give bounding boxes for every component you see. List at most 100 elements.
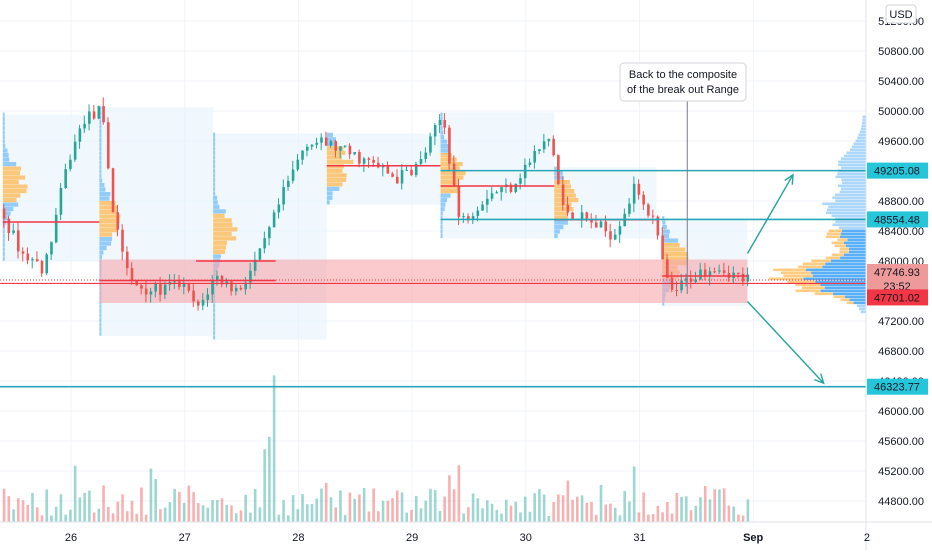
volume-bar [689,510,693,522]
profile-bar [213,213,225,218]
profile-bar [2,162,17,167]
profile-bar [326,195,333,200]
volume-bar [197,503,200,522]
profile-bar [2,184,28,189]
volume-bar [599,484,603,522]
currency-badge[interactable]: USD [885,4,917,24]
candle-body [140,285,143,289]
volume-bar [628,501,631,522]
volume-bar [107,506,110,522]
candle-body [54,214,58,243]
y-tick-label: 47200.00 [878,316,924,328]
volume-bar [324,482,328,522]
projection-arrow-head [784,173,794,185]
volume-bar [291,495,295,522]
price-label-text: 47746.93 [874,267,920,279]
candle-body [528,162,532,165]
candle-body [533,151,536,163]
volume-bar [718,489,721,522]
annotation-text-line: Back to the composite [629,69,737,81]
composite-profile-bar [835,175,866,179]
profile-bar [662,216,665,221]
profile-bar [213,182,216,187]
volume-bar [225,504,229,522]
candle-body [580,212,584,220]
currency-label: USD [889,9,912,21]
profile-bar [554,180,570,185]
candle-body [471,216,475,221]
composite-profile-bar [838,160,866,164]
volume-bar [253,488,257,522]
volume-bar [201,505,205,522]
composite-profile-bar [861,124,866,128]
price-label-text: 47701.02 [874,292,920,304]
profile-bar [554,225,564,230]
volume-bar [580,495,584,522]
profile-bar [213,159,216,164]
profile-bar [213,218,232,223]
candle-body [339,146,342,151]
candle-body [661,235,664,260]
profile-bar [2,256,5,261]
y-tick-label: 49600.00 [878,136,924,148]
profile-bar [213,137,216,142]
composite-profile-bar [832,292,866,296]
volume-bar [490,503,494,522]
volume-bar [632,466,636,522]
volume-bar [372,488,375,522]
composite-profile-va-bar [837,238,848,242]
candle-body [476,210,480,217]
candle-body [272,212,276,228]
price-label-text: 46323.77 [874,382,920,394]
volume-bar [78,497,82,522]
composite-profile-bar [838,226,866,230]
candle-body [362,158,366,164]
profile-bar [99,255,102,260]
lines-layer [0,164,866,388]
profile-bar [2,238,5,243]
x-tick-label: 29 [406,532,418,544]
candle-body [557,155,560,185]
volume-bar [125,511,129,522]
profile-bar [326,182,343,187]
composite-profile-bar [839,235,866,239]
candles-layer [2,97,750,311]
candle-body [234,287,238,292]
candle-body [746,274,750,282]
candle-body [21,251,25,254]
volume-bar [7,496,11,522]
profile-bar [99,250,104,255]
profile-bar [213,335,216,340]
volume-bar [16,498,20,522]
composite-profile-bar [841,178,866,182]
volume-bar [528,511,532,522]
volume-bar [670,513,674,522]
volume-bar [83,492,86,522]
volume-bar [547,515,551,522]
composite-profile-va-bar [814,292,833,296]
volume-bar [675,493,679,522]
profile-bar [440,193,451,198]
candle-body [651,215,655,217]
volume-bar [144,514,148,522]
profile-bar [326,159,354,164]
composite-profile-va-bar [840,298,850,302]
profile-bar [440,126,443,131]
profile-bar [2,247,5,252]
volume-bar [268,436,271,522]
candle-body [64,169,67,188]
composite-profile-bar [862,118,866,122]
composite-profile-bar [811,271,866,275]
profile-bar [99,205,118,210]
composite-profile-va-bar [831,253,844,257]
volume-bar [31,492,34,522]
candle-body [666,259,669,278]
composite-profile-bar [820,289,866,293]
profile-bar [99,151,102,156]
profile-bar [99,165,102,170]
candle-body [419,159,423,164]
profile-bar [554,211,569,216]
